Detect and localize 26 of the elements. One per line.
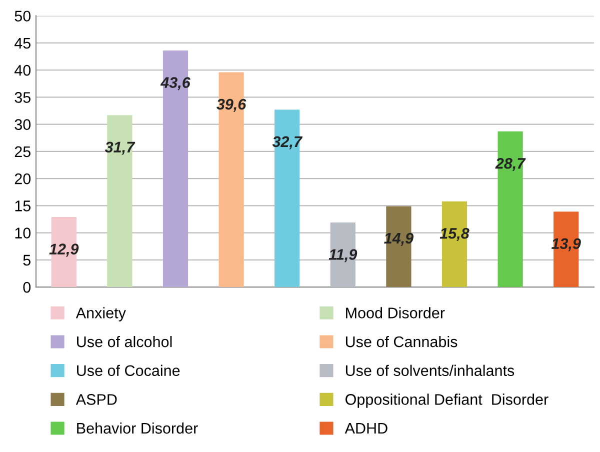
data-label: 12,9 — [49, 244, 79, 257]
y-tick-label: 25 — [14, 146, 30, 158]
y-tick-label: 30 — [14, 119, 31, 130]
data-label: 39,6 — [216, 98, 246, 112]
y-tick-label: 35 — [14, 92, 30, 103]
y-tick-label: 0 — [23, 282, 31, 293]
legend-label: Use of solvents/inhalants — [346, 364, 514, 376]
legend-label: Behavior Disorder — [77, 422, 198, 434]
legend-label: Use of Cocaine — [77, 364, 180, 376]
y-tick-label: 40 — [14, 64, 31, 76]
legend-label: Use of Cannabis — [346, 336, 458, 348]
legend-label: ASPD — [76, 394, 117, 405]
legend-label: Use of alcohol — [77, 336, 172, 348]
y-tick-label: 10 — [15, 228, 31, 238]
y-tick-label: 50 — [14, 10, 31, 22]
y-tick-label: 5 — [23, 254, 30, 266]
data-label: 31,7 — [104, 142, 136, 155]
data-label: 43,6 — [160, 77, 190, 90]
y-tick-label: 45 — [14, 38, 30, 49]
y-tick-label: 20 — [14, 173, 31, 184]
y-tick-label: 15 — [15, 200, 30, 212]
data-label: 11,9 — [328, 249, 358, 262]
legend-label: Anxiety — [76, 307, 126, 322]
legend-label: Oppositional Defiant Disorder — [346, 394, 548, 408]
legend-label: Mood Disorder — [346, 307, 445, 318]
legend-label: ADHD — [344, 423, 388, 434]
